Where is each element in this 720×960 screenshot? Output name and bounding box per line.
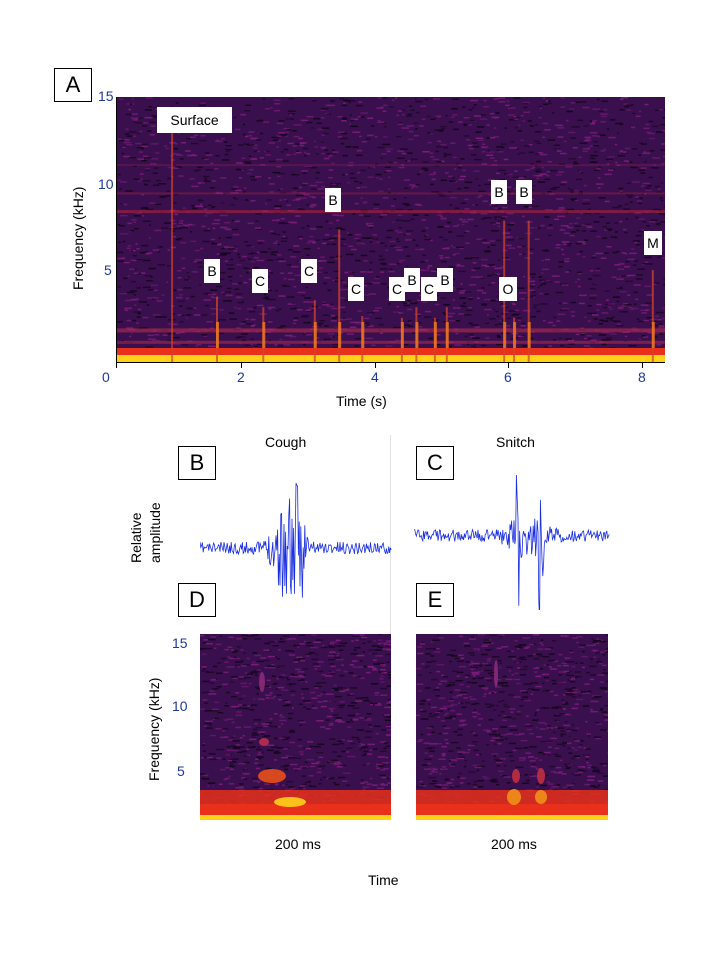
x-axis-label-time: Time (368, 872, 399, 888)
y-tick-label: 15 (172, 635, 188, 651)
call-label: O (499, 277, 517, 301)
waveform-snitch (414, 474, 610, 610)
x-tick-mark (642, 362, 643, 368)
call-label: C (348, 277, 364, 301)
panel-label-c: C (416, 446, 454, 480)
surface-label: Surface (157, 107, 232, 133)
center-divider (390, 435, 391, 820)
x-tick-label: 2 (237, 369, 245, 385)
x-axis-line-a (116, 362, 665, 363)
y-tick-label: 15 (98, 88, 114, 104)
y-tick-label: 5 (177, 763, 185, 779)
call-label: C (301, 259, 317, 283)
y-axis-line-a (116, 97, 117, 363)
call-label: B (437, 268, 453, 292)
x-tick-label: 0 (102, 369, 110, 385)
call-label: B (204, 259, 220, 283)
y-tick-label: 5 (104, 262, 112, 278)
spectrogram-a (117, 97, 665, 362)
scale-label-snitch: 200 ms (491, 836, 537, 852)
panel-label-a: A (54, 68, 92, 102)
y-axis-label-de: Frequency (kHz) (146, 677, 162, 781)
amplitude-label-line1: Relative (128, 512, 144, 563)
panel-label-d: D (178, 583, 216, 617)
call-label: B (325, 188, 341, 212)
x-tick-mark (508, 362, 509, 368)
x-tick-label: 4 (371, 369, 379, 385)
call-label: B (516, 180, 532, 204)
snitch-title: Snitch (496, 434, 535, 450)
call-label: C (252, 269, 268, 293)
x-tick-mark (375, 362, 376, 368)
x-tick-mark (241, 362, 242, 368)
y-axis-label-a: Frequency (kHz) (70, 186, 86, 290)
waveform-cough (200, 483, 392, 598)
spectrogram-snitch (416, 634, 608, 820)
panel-label-e: E (416, 583, 454, 617)
amplitude-label-line2: amplitude (147, 502, 163, 563)
x-tick-label: 6 (504, 369, 512, 385)
call-label: M (644, 231, 662, 255)
scale-label-cough: 200 ms (275, 836, 321, 852)
call-label: C (389, 277, 405, 301)
x-axis-label-a: Time (s) (336, 393, 387, 409)
call-label: B (491, 180, 507, 204)
cough-title: Cough (265, 434, 307, 450)
y-tick-label: 10 (172, 698, 188, 714)
y-tick-label: 10 (98, 176, 114, 192)
x-tick-mark (116, 362, 117, 368)
spectrogram-cough (200, 634, 391, 820)
x-tick-label: 8 (638, 369, 646, 385)
panel-label-b: B (178, 446, 216, 480)
call-label: C (421, 277, 437, 301)
call-label: B (404, 268, 420, 292)
